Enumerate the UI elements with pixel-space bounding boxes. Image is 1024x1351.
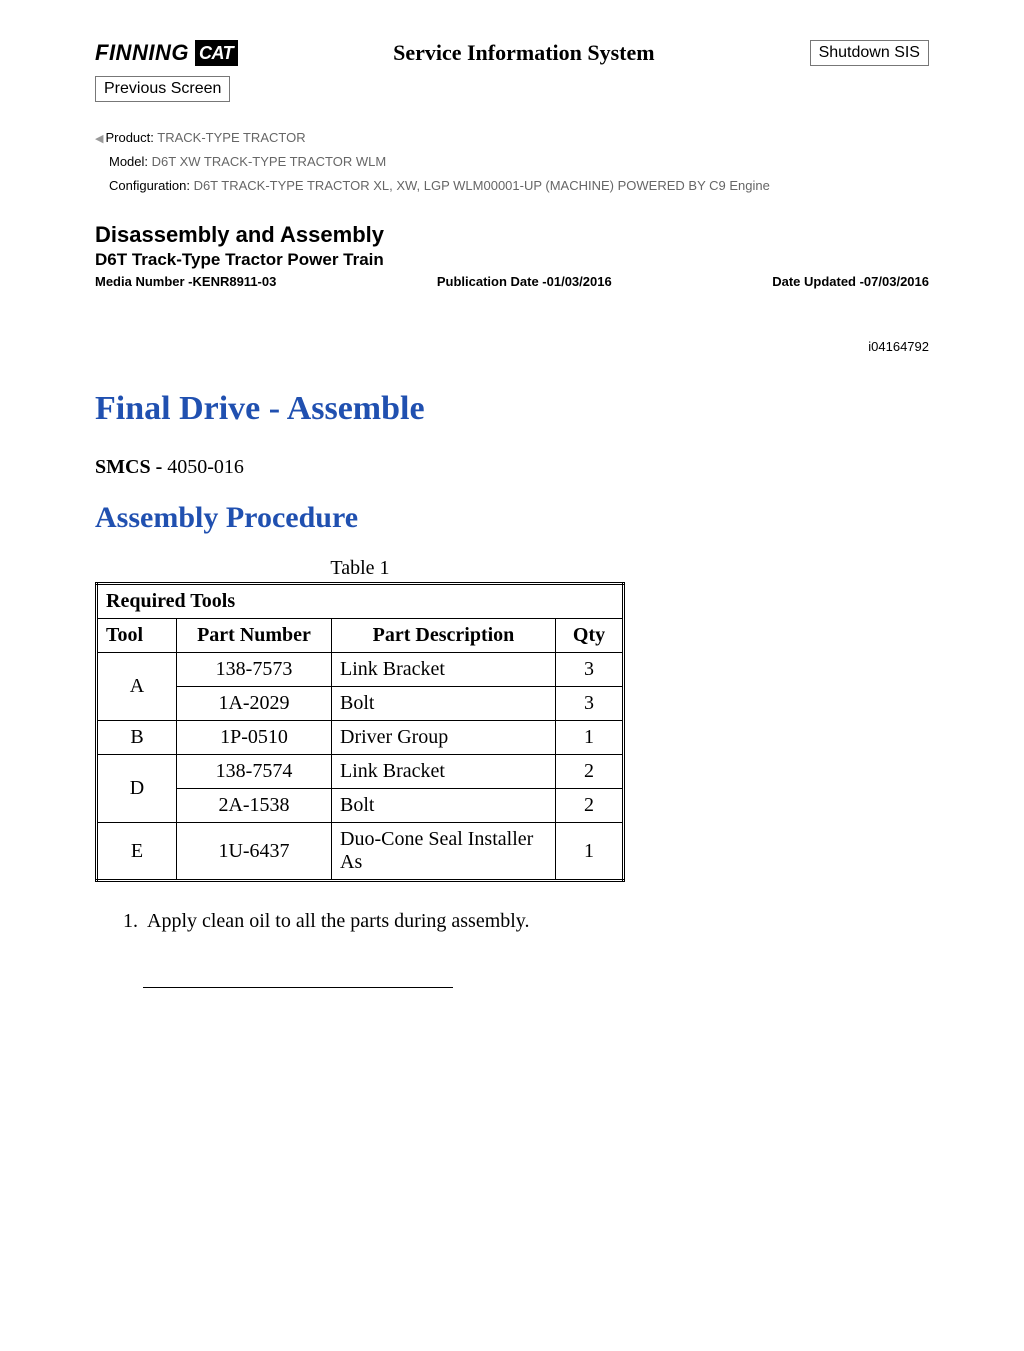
date-updated: Date Updated -07/03/2016 [772, 274, 929, 289]
col-desc: Part Description [332, 619, 556, 653]
table-row: B1P-0510Driver Group1 [97, 721, 624, 755]
table-row: D138-7574Link Bracket2 [97, 755, 624, 789]
meta-model-row: Model: D6T XW TRACK-TYPE TRACTOR WLM [95, 150, 929, 174]
cell-qty: 2 [556, 755, 624, 789]
publication-row: Media Number -KENR8911-03 Publication Da… [95, 274, 929, 289]
cell-part-description: Bolt [332, 789, 556, 823]
sis-title: Service Information System [393, 40, 655, 66]
config-label: Configuration: [109, 178, 190, 193]
required-tools-table: Required Tools Tool Part Number Part Des… [95, 582, 625, 882]
logo-block: FINNING CAT [95, 40, 238, 66]
cell-part-number: 2A-1538 [177, 789, 332, 823]
smcs-line: SMCS - 4050-016 [95, 456, 929, 479]
col-pn: Part Number [177, 619, 332, 653]
page-header: FINNING CAT Service Information System S… [95, 40, 929, 66]
cell-part-description: Link Bracket [332, 653, 556, 687]
product-label: Product: [105, 130, 153, 145]
cat-badge: CAT [195, 40, 238, 66]
cell-qty: 3 [556, 687, 624, 721]
model-value: D6T XW TRACK-TYPE TRACTOR WLM [148, 154, 386, 169]
cell-tool: D [97, 755, 177, 823]
publication-date: Publication Date -01/03/2016 [437, 274, 612, 289]
table-row: 2A-1538Bolt2 [97, 789, 624, 823]
cell-qty: 1 [556, 823, 624, 881]
meta-product-row: ◀Product: TRACK-TYPE TRACTOR [95, 126, 929, 150]
meta-config-row: Configuration: D6T TRACK-TYPE TRACTOR XL… [95, 174, 929, 198]
table-row: Tool Part Number Part Description Qty [97, 619, 624, 653]
cell-part-description: Duo-Cone Seal Installer As [332, 823, 556, 881]
config-value: D6T TRACK-TYPE TRACTOR XL, XW, LGP WLM00… [190, 178, 770, 193]
cell-part-number: 1P-0510 [177, 721, 332, 755]
table-row: 1A-2029Bolt3 [97, 687, 624, 721]
back-arrow-icon[interactable]: ◀ [95, 133, 103, 145]
cell-part-number: 1U-6437 [177, 823, 332, 881]
cell-part-description: Link Bracket [332, 755, 556, 789]
cell-qty: 2 [556, 789, 624, 823]
document-id: i04164792 [95, 339, 929, 354]
cell-part-number: 138-7574 [177, 755, 332, 789]
cell-tool: B [97, 721, 177, 755]
table-caption: Table 1 [95, 557, 625, 580]
cell-part-number: 138-7573 [177, 653, 332, 687]
cell-qty: 3 [556, 653, 624, 687]
cell-tool: E [97, 823, 177, 881]
cell-qty: 1 [556, 721, 624, 755]
cell-part-description: Driver Group [332, 721, 556, 755]
finning-logo: FINNING [95, 40, 189, 66]
smcs-label: SMCS - [95, 456, 167, 478]
page-title: Final Drive - Assemble [95, 390, 929, 428]
assembly-steps: Apply clean oil to all the parts during … [95, 910, 929, 933]
product-meta: ◀Product: TRACK-TYPE TRACTOR Model: D6T … [95, 126, 929, 198]
table-row: A138-7573Link Bracket3 [97, 653, 624, 687]
section-title: Disassembly and Assembly [95, 222, 929, 248]
product-value: TRACK-TYPE TRACTOR [154, 130, 306, 145]
list-item: Apply clean oil to all the parts during … [143, 910, 929, 933]
table-row: E1U-6437Duo-Cone Seal Installer As1 [97, 823, 624, 881]
model-label: Model: [109, 154, 148, 169]
cell-part-description: Bolt [332, 687, 556, 721]
separator [143, 987, 453, 988]
cell-part-number: 1A-2029 [177, 687, 332, 721]
section-subtitle: D6T Track-Type Tractor Power Train [95, 250, 929, 270]
procedure-subtitle: Assembly Procedure [95, 501, 929, 535]
cell-tool: A [97, 653, 177, 721]
required-tools-header: Required Tools [97, 584, 624, 619]
col-tool: Tool [97, 619, 177, 653]
shutdown-sis-button[interactable]: Shutdown SIS [810, 40, 929, 66]
table-row: Required Tools [97, 584, 624, 619]
media-number: Media Number -KENR8911-03 [95, 274, 276, 289]
smcs-value: 4050-016 [167, 456, 244, 478]
col-qty: Qty [556, 619, 624, 653]
previous-screen-button[interactable]: Previous Screen [95, 76, 230, 102]
